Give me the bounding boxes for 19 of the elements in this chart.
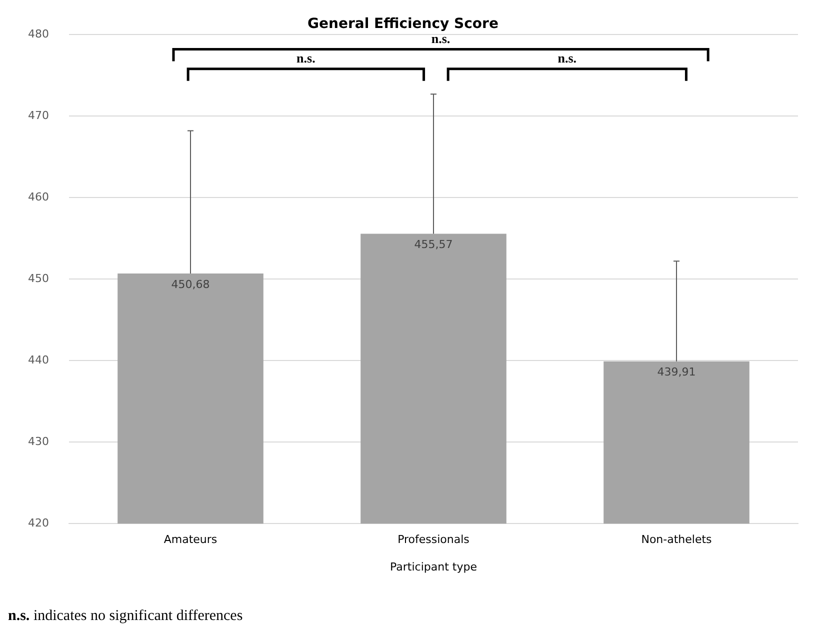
x-tick-label: Amateurs — [164, 533, 218, 546]
y-tick-label: 420 — [28, 516, 49, 530]
data-label: 450,68 — [171, 278, 210, 291]
chart-title: General Efficiency Score — [308, 16, 498, 32]
data-label: 455,57 — [414, 238, 453, 252]
annotation: n.s. — [296, 50, 316, 66]
y-tick-label: 460 — [28, 190, 49, 204]
annotation: n.s. — [431, 31, 450, 46]
annotation: n.s. — [558, 50, 577, 66]
data-label: 439,91 — [657, 366, 696, 379]
y-tick-label: 430 — [28, 434, 49, 448]
x-tick-label: Non-athelets — [641, 533, 712, 546]
y-tick-label: 440 — [28, 353, 49, 366]
text: n.s. indicates no significant differences — [8, 608, 243, 624]
x-tick-label: Professionals — [398, 533, 470, 546]
y-tick-label: 450 — [28, 272, 49, 285]
y-tick-label: 470 — [28, 108, 49, 122]
y-tick-label: 480 — [28, 27, 49, 40]
x-axis-title: Participant type — [390, 560, 478, 574]
